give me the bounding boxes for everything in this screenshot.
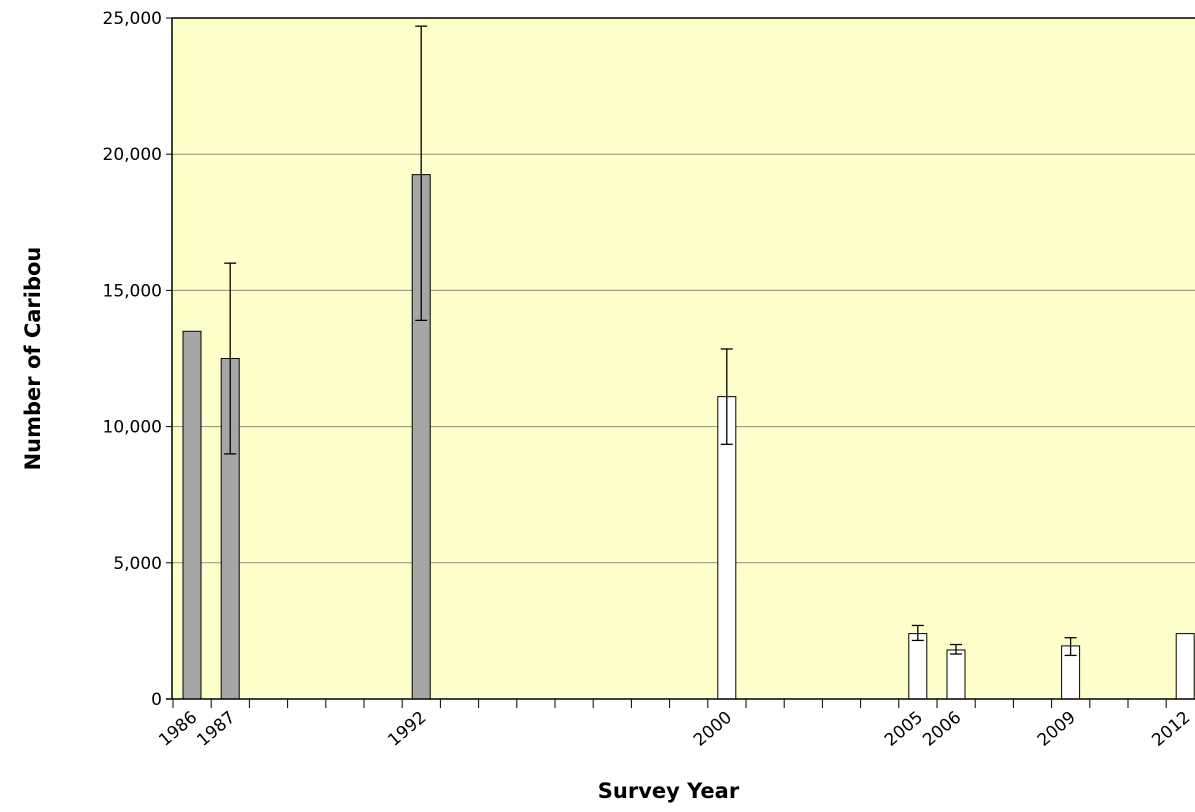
axes xyxy=(166,18,1195,708)
y-axis-title: Number of Caribou xyxy=(21,247,45,471)
bar-2006 xyxy=(946,649,966,700)
x-tick-label: 1992 xyxy=(384,708,430,751)
x-axis-title: Survey Year xyxy=(598,779,740,803)
x-tick-label: 1986 xyxy=(155,708,201,751)
x-tick-label: 2006 xyxy=(919,708,965,751)
y-tick-label: 10,000 xyxy=(103,418,162,438)
x-tick-label: 2000 xyxy=(690,708,736,751)
bar-2012 xyxy=(1175,633,1195,700)
x-tick-label: 2012 xyxy=(1148,708,1194,751)
y-tick-label: 0 xyxy=(151,690,162,710)
error-bars xyxy=(224,25,1077,657)
x-tick-label: 2009 xyxy=(1034,708,1080,751)
y-tick-label: 20,000 xyxy=(103,145,162,165)
y-tick-label: 5,000 xyxy=(113,554,162,574)
bar-2005 xyxy=(908,633,928,700)
x-tick-label: 1987 xyxy=(193,708,239,751)
y-tick-labels: 0 5,000 10,000 15,000 20,000 25,000 xyxy=(103,9,162,710)
gridlines xyxy=(166,17,1195,700)
plot-area xyxy=(172,18,1195,699)
x-tick-label: 2005 xyxy=(881,708,927,751)
y-tick-label: 25,000 xyxy=(103,9,162,29)
y-tick-label: 15,000 xyxy=(103,281,162,301)
bar-1986 xyxy=(182,330,202,700)
